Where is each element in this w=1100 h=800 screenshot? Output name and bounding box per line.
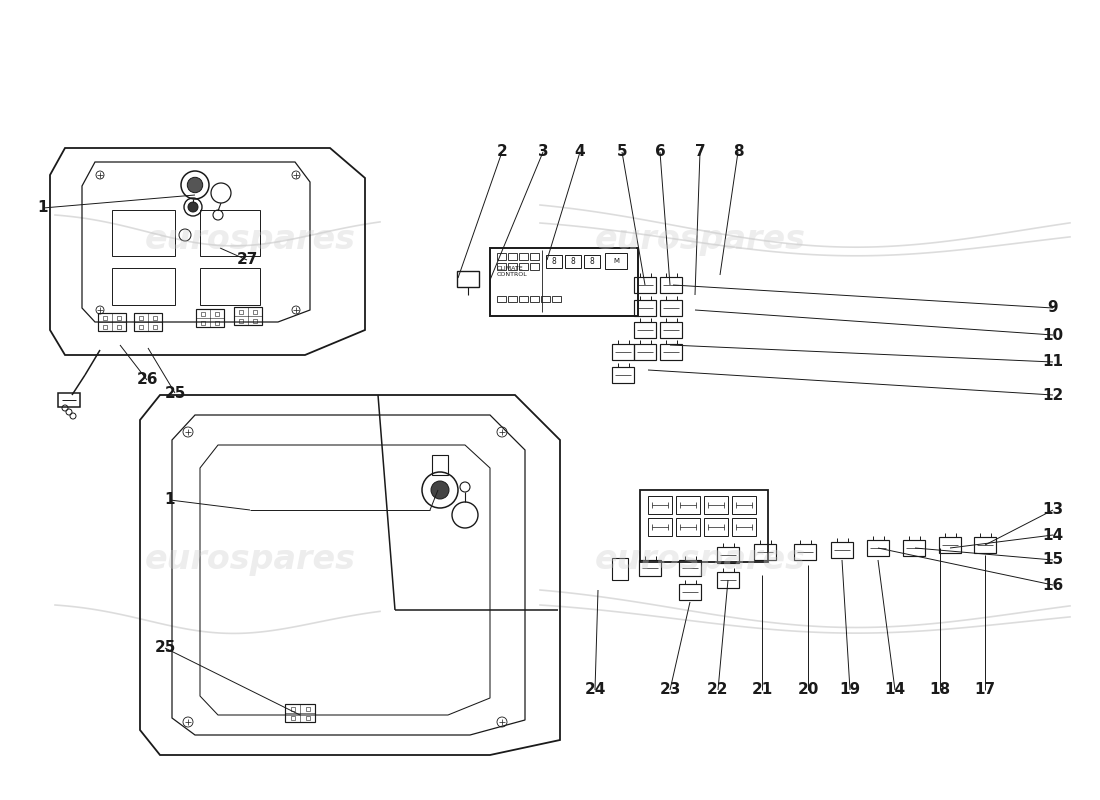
Text: 15: 15 bbox=[1043, 553, 1064, 567]
Text: 19: 19 bbox=[839, 682, 860, 698]
Circle shape bbox=[431, 481, 449, 499]
Text: 13: 13 bbox=[1043, 502, 1064, 518]
Text: 4: 4 bbox=[574, 145, 585, 159]
Text: 20: 20 bbox=[798, 682, 818, 698]
Text: 22: 22 bbox=[707, 682, 728, 698]
Text: 27: 27 bbox=[236, 253, 257, 267]
Text: CONTROL: CONTROL bbox=[497, 273, 528, 278]
Text: 1: 1 bbox=[37, 201, 48, 215]
Text: 3: 3 bbox=[538, 145, 548, 159]
Text: 14: 14 bbox=[1043, 527, 1064, 542]
Text: 8: 8 bbox=[571, 257, 575, 266]
Text: 8: 8 bbox=[590, 257, 594, 266]
Text: 9: 9 bbox=[1047, 301, 1058, 315]
Text: eurospares: eurospares bbox=[144, 223, 355, 257]
Text: 16: 16 bbox=[1043, 578, 1064, 593]
Text: 25: 25 bbox=[164, 386, 186, 401]
Text: 6: 6 bbox=[654, 145, 666, 159]
Text: 24: 24 bbox=[584, 682, 606, 698]
Text: 25: 25 bbox=[154, 641, 176, 655]
Text: CLIMATE: CLIMATE bbox=[497, 266, 524, 271]
Text: 23: 23 bbox=[659, 682, 681, 698]
Text: eurospares: eurospares bbox=[594, 543, 805, 577]
Text: 7: 7 bbox=[695, 145, 705, 159]
Text: eurospares: eurospares bbox=[594, 223, 805, 257]
Text: 11: 11 bbox=[1043, 354, 1064, 370]
Text: 14: 14 bbox=[884, 682, 905, 698]
Text: eurospares: eurospares bbox=[144, 543, 355, 577]
Text: 18: 18 bbox=[930, 682, 950, 698]
Text: 17: 17 bbox=[975, 682, 996, 698]
Circle shape bbox=[188, 202, 198, 212]
Text: 8: 8 bbox=[551, 257, 557, 266]
Text: 21: 21 bbox=[751, 682, 772, 698]
Text: M: M bbox=[613, 258, 619, 264]
Circle shape bbox=[187, 178, 202, 193]
Text: 1: 1 bbox=[165, 493, 175, 507]
Text: 12: 12 bbox=[1043, 387, 1064, 402]
Text: 8: 8 bbox=[733, 145, 744, 159]
Text: 26: 26 bbox=[136, 373, 157, 387]
Text: 10: 10 bbox=[1043, 327, 1064, 342]
Text: 5: 5 bbox=[617, 145, 627, 159]
Text: 2: 2 bbox=[496, 145, 507, 159]
